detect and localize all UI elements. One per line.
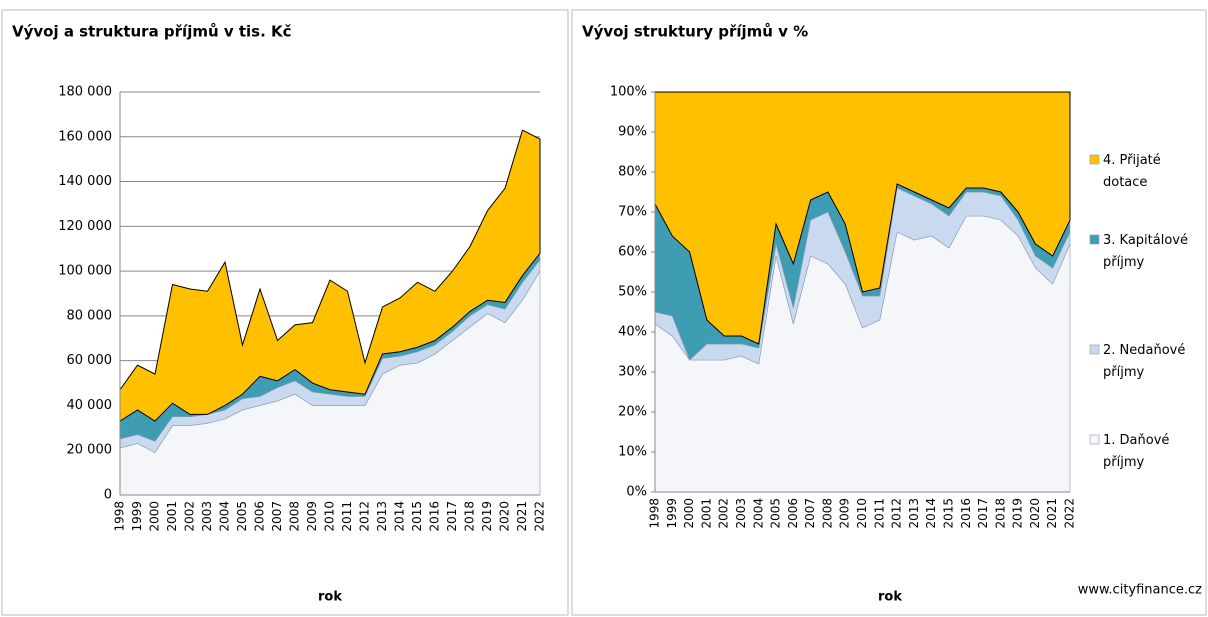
x-tick-label: 2001 bbox=[699, 498, 713, 529]
x-tick-label: 2004 bbox=[751, 498, 765, 529]
y-tick-label: 40% bbox=[618, 325, 647, 340]
legend-swatch bbox=[1089, 154, 1100, 165]
x-tick-label: 2020 bbox=[1028, 498, 1042, 529]
x-tick-label: 2005 bbox=[769, 498, 783, 529]
right-panel bbox=[571, 9, 1207, 616]
x-tick-label: 2003 bbox=[200, 501, 214, 532]
area bbox=[654, 91, 1071, 345]
x-tick-label: 2008 bbox=[288, 501, 302, 532]
x-tick-label: 2013 bbox=[907, 498, 921, 529]
x-tick-label: 2018 bbox=[993, 498, 1007, 529]
left-panel bbox=[1, 9, 569, 616]
x-tick-label: 2007 bbox=[803, 498, 817, 529]
x-tick-label: 2017 bbox=[445, 501, 459, 532]
y-tick-label: 0% bbox=[626, 485, 647, 500]
x-tick-label: 2017 bbox=[976, 498, 990, 529]
x-axis-label: rok bbox=[318, 590, 342, 605]
x-tick-label: 2020 bbox=[498, 501, 512, 532]
y-tick-label: 40 000 bbox=[67, 398, 113, 413]
x-tick-label: 2010 bbox=[855, 498, 869, 529]
legend-swatch bbox=[1089, 434, 1100, 445]
x-tick-label: 2012 bbox=[358, 501, 372, 532]
area bbox=[119, 129, 541, 423]
x-tick-label: 1998 bbox=[648, 498, 662, 529]
x-tick-label: 2016 bbox=[428, 501, 442, 532]
x-tick-label: 2010 bbox=[323, 501, 337, 532]
y-tick-label: 100 000 bbox=[58, 264, 112, 279]
y-tick-label: 20% bbox=[618, 405, 647, 420]
legend-swatch bbox=[1089, 234, 1100, 245]
legend-label: 2. Nedaňové příjmy bbox=[1103, 343, 1185, 380]
x-tick-label: 2018 bbox=[463, 501, 477, 532]
y-tick-label: 80 000 bbox=[67, 308, 113, 323]
x-tick-label: 2014 bbox=[924, 498, 938, 529]
y-tick-label: 140 000 bbox=[58, 174, 112, 189]
y-tick-label: 50% bbox=[618, 285, 647, 300]
y-tick-label: 20 000 bbox=[67, 443, 113, 458]
x-tick-label: 2021 bbox=[1045, 498, 1059, 529]
x-tick-label: 2007 bbox=[270, 501, 284, 532]
x-tick-label: 2009 bbox=[838, 498, 852, 529]
y-tick-label: 30% bbox=[618, 365, 647, 380]
x-tick-label: 2013 bbox=[375, 501, 389, 532]
x-tick-label: 2015 bbox=[941, 498, 955, 529]
legend-swatch bbox=[1089, 344, 1100, 355]
x-tick-label: 2005 bbox=[235, 501, 249, 532]
x-tick-label: 2019 bbox=[480, 501, 494, 532]
y-tick-label: 90% bbox=[618, 125, 647, 140]
x-tick-label: 2022 bbox=[1063, 498, 1077, 529]
y-tick-label: 180 000 bbox=[58, 85, 112, 100]
x-tick-label: 2003 bbox=[734, 498, 748, 529]
y-tick-label: 60% bbox=[618, 245, 647, 260]
x-tick-label: 2012 bbox=[890, 498, 904, 529]
y-tick-label: 60 000 bbox=[67, 353, 113, 368]
x-tick-label: 2008 bbox=[820, 498, 834, 529]
x-axis-label: rok bbox=[878, 590, 902, 605]
x-tick-label: 2019 bbox=[1011, 498, 1025, 529]
chart-title: Vývoj struktury příjmů v % bbox=[582, 23, 808, 41]
y-tick-label: 80% bbox=[618, 165, 647, 180]
source: www.cityfinance.cz bbox=[1078, 583, 1202, 598]
x-tick-label: 2009 bbox=[305, 501, 319, 532]
y-tick-label: 100% bbox=[610, 85, 647, 100]
y-tick-label: 0 bbox=[104, 488, 112, 503]
x-tick-label: 1999 bbox=[130, 501, 144, 532]
chart-title: Vývoj a struktura příjmů v tis. Kč bbox=[12, 23, 292, 41]
x-tick-label: 2014 bbox=[393, 501, 407, 532]
x-tick-label: 2000 bbox=[148, 501, 162, 532]
x-tick-label: 2011 bbox=[340, 501, 354, 532]
x-tick-label: 2004 bbox=[218, 501, 232, 532]
x-tick-label: 1999 bbox=[665, 498, 679, 529]
x-tick-label: 2015 bbox=[410, 501, 424, 532]
legend-label: 1. Daňové příjmy bbox=[1103, 433, 1169, 470]
x-tick-label: 2000 bbox=[682, 498, 696, 529]
x-tick-label: 2006 bbox=[253, 501, 267, 532]
y-tick-label: 10% bbox=[618, 445, 647, 460]
x-tick-label: 2011 bbox=[872, 498, 886, 529]
x-tick-label: 2022 bbox=[533, 501, 547, 532]
x-tick-label: 2016 bbox=[959, 498, 973, 529]
y-tick-label: 120 000 bbox=[58, 219, 112, 234]
y-tick-label: 70% bbox=[618, 205, 647, 220]
y-tick-label: 160 000 bbox=[58, 129, 112, 144]
x-tick-label: 2002 bbox=[717, 498, 731, 529]
legend-label: 4. Přijaté dotace bbox=[1103, 153, 1161, 190]
x-tick-label: 1998 bbox=[113, 501, 127, 532]
x-tick-label: 2002 bbox=[183, 501, 197, 532]
x-tick-label: 2021 bbox=[515, 501, 529, 532]
legend-label: 3. Kapitálové příjmy bbox=[1103, 233, 1188, 270]
x-tick-label: 2006 bbox=[786, 498, 800, 529]
x-tick-label: 2001 bbox=[165, 501, 179, 532]
